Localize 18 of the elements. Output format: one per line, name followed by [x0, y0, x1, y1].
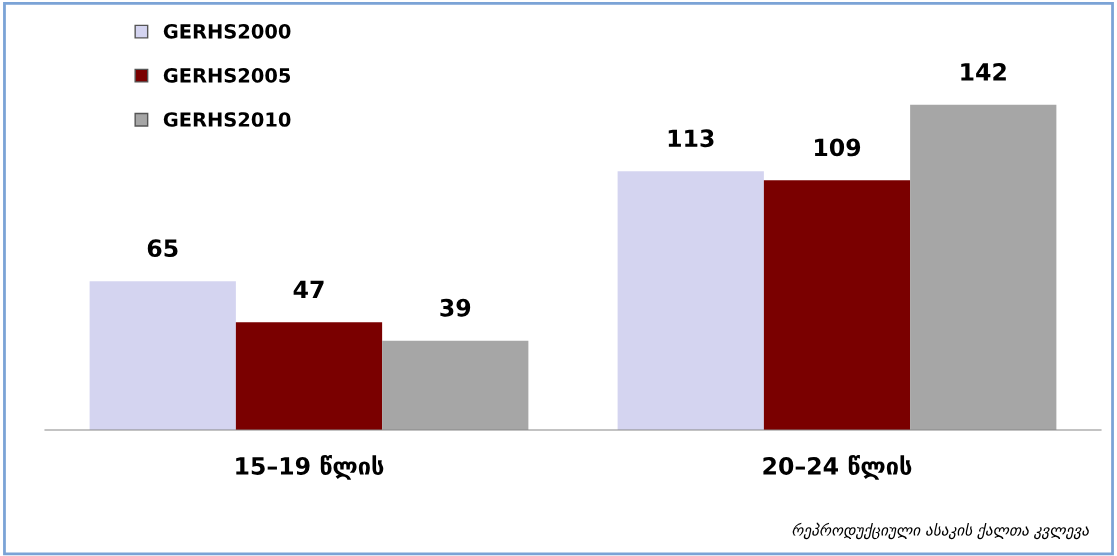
- data-label: 39: [440, 298, 471, 317]
- bar: [910, 104, 1057, 430]
- bar: [235, 322, 383, 430]
- bar: [382, 340, 529, 430]
- legend-label: GERHS2005: [163, 68, 291, 83]
- bar: [763, 180, 911, 430]
- data-label: 109: [815, 138, 861, 157]
- x-tick-label: 15–19 წლის: [236, 455, 384, 480]
- x-tick-label: 20–24 წლის: [763, 455, 912, 480]
- data-label: 65: [147, 239, 178, 258]
- data-label: 113: [668, 129, 714, 148]
- legend-label: GERHS2000: [163, 23, 291, 39]
- legend-label: GERHS2010: [163, 112, 291, 127]
- text: რეპროდუქციული ასაკის ქალთა კვლევა: [792, 522, 1089, 540]
- data-label: 142: [961, 62, 1006, 81]
- bar: [89, 281, 236, 430]
- data-label: 47: [293, 280, 324, 299]
- bar: [617, 171, 764, 430]
